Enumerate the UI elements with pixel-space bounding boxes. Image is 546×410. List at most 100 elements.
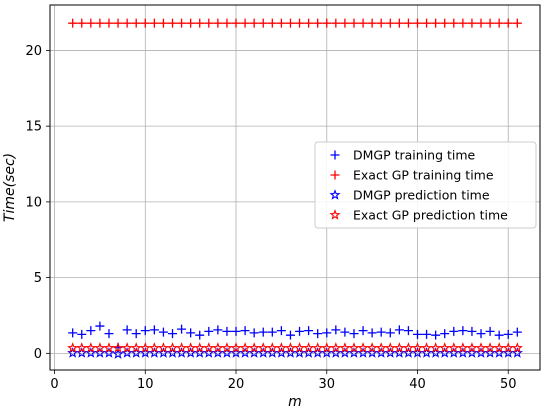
y-tick-label: 15: [25, 120, 42, 135]
legend-label: Exact GP prediction time: [353, 208, 508, 223]
data-point: [384, 342, 396, 353]
data-point: [403, 326, 413, 336]
data-point: [312, 342, 324, 353]
data-point: [121, 342, 133, 353]
legend-label: Exact GP training time: [353, 168, 494, 183]
data-point: [158, 327, 168, 337]
data-point: [376, 18, 386, 28]
data-point: [313, 18, 323, 28]
series-4: [67, 342, 523, 353]
data-point: [484, 342, 496, 353]
data-point: [349, 18, 359, 28]
y-axis-ticks: 0 5 10 15 20: [25, 44, 50, 362]
data-point: [303, 342, 315, 353]
y-tick-label: 5: [34, 271, 42, 286]
legend-marker: [329, 189, 341, 200]
data-point: [448, 342, 460, 353]
data-point: [358, 18, 368, 28]
data-point: [493, 342, 505, 353]
x-axis-ticks: 0 10 20 30 40 50: [50, 370, 517, 392]
data-point: [222, 18, 232, 28]
data-series: [67, 18, 523, 359]
data-point: [502, 342, 514, 353]
data-point: [131, 18, 141, 28]
data-point: [122, 325, 132, 335]
legend-item: DMGP training time: [330, 148, 476, 163]
data-point: [186, 18, 196, 28]
legend-item: Exact GP training time: [330, 168, 494, 183]
data-point: [177, 18, 187, 28]
data-point: [104, 18, 114, 28]
data-point: [258, 18, 268, 28]
data-point: [213, 325, 223, 335]
legend-label: DMGP prediction time: [353, 188, 490, 203]
series-2: [68, 18, 522, 28]
data-point: [239, 342, 251, 353]
series-1: [68, 321, 522, 352]
data-point: [422, 18, 432, 28]
data-point: [375, 342, 387, 353]
data-point: [149, 325, 159, 335]
data-point: [420, 342, 433, 353]
data-point: [130, 342, 142, 353]
data-point: [204, 326, 214, 336]
data-point: [340, 18, 350, 28]
x-tick-label: 0: [50, 377, 58, 392]
data-point: [476, 18, 486, 28]
legend-marker: [329, 209, 341, 220]
data-point: [331, 325, 341, 335]
data-point: [203, 342, 215, 353]
plot-frame: [49, 4, 541, 371]
data-point: [67, 342, 79, 353]
data-point: [503, 329, 513, 339]
y-tick-label: 0: [34, 347, 42, 362]
data-point: [458, 326, 468, 336]
data-point: [304, 18, 314, 28]
y-axis-label: Time(sec): [2, 153, 18, 222]
data-point: [293, 342, 306, 353]
data-point: [275, 342, 287, 353]
data-point: [322, 18, 332, 28]
data-point: [276, 326, 286, 336]
data-point: [213, 18, 223, 28]
data-point: [113, 18, 123, 28]
data-point: [104, 329, 114, 339]
data-point: [122, 18, 132, 28]
data-point: [103, 342, 115, 353]
data-point: [258, 327, 268, 337]
data-point: [267, 327, 277, 337]
data-point: [439, 342, 451, 353]
data-point: [431, 18, 441, 28]
x-tick-label: 20: [228, 377, 245, 392]
x-tick-label: 40: [409, 377, 426, 392]
data-point: [284, 342, 297, 353]
legend-box: [314, 141, 537, 229]
legend-item: DMGP prediction time: [329, 188, 490, 203]
data-point: [403, 18, 413, 28]
data-point: [485, 326, 495, 336]
data-point: [393, 342, 405, 353]
data-point: [204, 18, 214, 28]
data-point: [195, 18, 205, 28]
data-point: [140, 18, 150, 28]
data-point: [148, 342, 160, 353]
data-point: [212, 342, 224, 353]
data-point: [367, 328, 377, 338]
data-point: [77, 329, 87, 339]
data-point: [366, 342, 378, 353]
data-point: [394, 18, 404, 28]
data-point: [195, 330, 205, 340]
legend-label: DMGP training time: [353, 148, 476, 163]
data-point: [175, 342, 188, 353]
data-point: [276, 18, 286, 28]
data-point: [321, 342, 333, 353]
data-point: [240, 18, 250, 28]
data-point: [295, 18, 305, 28]
data-point: [77, 18, 87, 28]
x-tick-label: 50: [500, 377, 517, 392]
data-point: [467, 18, 477, 28]
data-point: [413, 329, 422, 339]
data-point: [385, 328, 395, 338]
data-point: [440, 18, 450, 28]
data-point: [230, 342, 242, 353]
